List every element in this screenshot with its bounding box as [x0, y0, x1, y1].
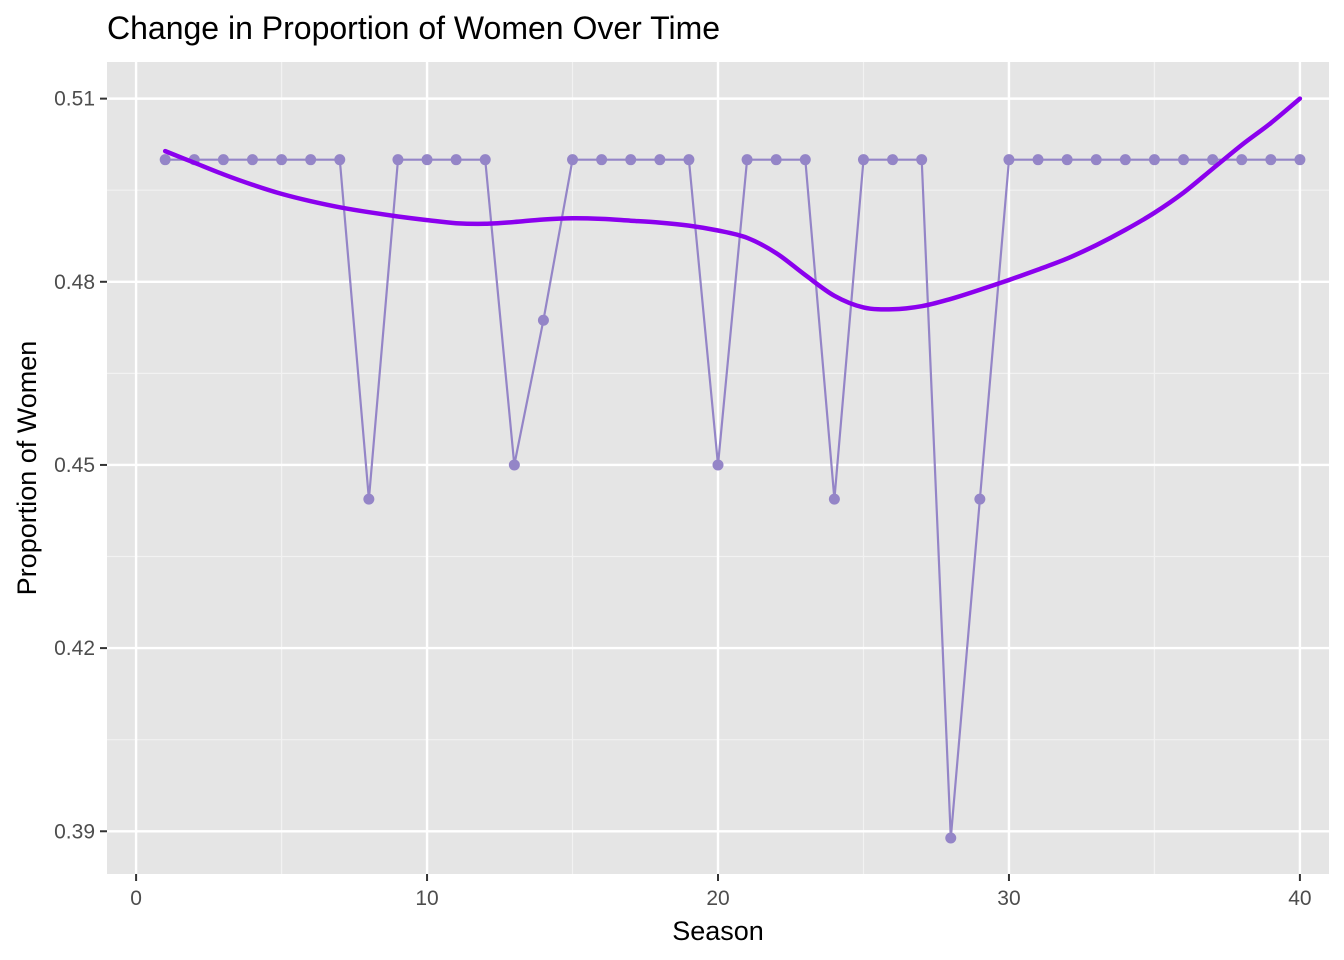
- data-point: [1090, 154, 1102, 166]
- data-point: [683, 154, 695, 166]
- data-point: [392, 154, 404, 166]
- x-tick-label: 20: [706, 887, 729, 910]
- data-point: [479, 154, 491, 166]
- data-point: [1207, 154, 1219, 166]
- y-tick-label: 0.39: [54, 820, 95, 843]
- data-point: [334, 154, 346, 166]
- data-point: [712, 459, 724, 471]
- x-tick-label: 30: [997, 887, 1020, 910]
- x-axis-title: Season: [672, 916, 764, 946]
- data-point: [363, 493, 375, 505]
- data-point: [1061, 154, 1073, 166]
- y-tick-label: 0.42: [54, 637, 95, 660]
- data-point: [421, 154, 433, 166]
- data-point: [1236, 154, 1248, 166]
- data-point: [1119, 154, 1131, 166]
- data-point: [945, 832, 957, 844]
- data-point: [1032, 154, 1044, 166]
- data-point: [537, 314, 549, 326]
- data-point: [1265, 154, 1277, 166]
- data-point: [217, 154, 229, 166]
- chart-title: Change in Proportion of Women Over Time: [107, 10, 720, 46]
- data-point: [276, 154, 288, 166]
- data-point: [857, 154, 869, 166]
- data-point: [1294, 154, 1306, 166]
- data-point: [741, 154, 753, 166]
- series-layer: [159, 96, 1306, 844]
- data-point: [799, 154, 811, 166]
- series-line: [165, 158, 1300, 840]
- data-point: [305, 154, 317, 166]
- data-point: [625, 154, 637, 166]
- data-point: [450, 154, 462, 166]
- data-point: [159, 154, 171, 166]
- data-point: [770, 154, 782, 166]
- data-point: [974, 493, 986, 505]
- y-tick-label: 0.48: [54, 271, 95, 294]
- data-point: [596, 154, 608, 166]
- data-point: [654, 154, 666, 166]
- axis-ticks: 0 10 20 30 40 0.39 0.42 0.45 0.48 0.51: [54, 88, 1311, 910]
- data-point: [567, 154, 579, 166]
- data-point: [828, 493, 840, 505]
- data-point: [887, 154, 899, 166]
- data-point: [916, 154, 928, 166]
- data-point: [1178, 154, 1190, 166]
- smooth-trend-line: [162, 96, 1303, 312]
- x-tick-label: 10: [415, 887, 438, 910]
- data-point: [246, 154, 258, 166]
- y-tick-label: 0.51: [54, 88, 95, 111]
- y-axis-title: Proportion of Women: [12, 341, 42, 596]
- data-point: [508, 459, 520, 471]
- y-tick-label: 0.45: [54, 454, 95, 477]
- data-point: [1148, 154, 1160, 166]
- x-tick-label: 40: [1288, 887, 1311, 910]
- x-tick-label: 0: [130, 887, 142, 910]
- data-point: [1003, 154, 1015, 166]
